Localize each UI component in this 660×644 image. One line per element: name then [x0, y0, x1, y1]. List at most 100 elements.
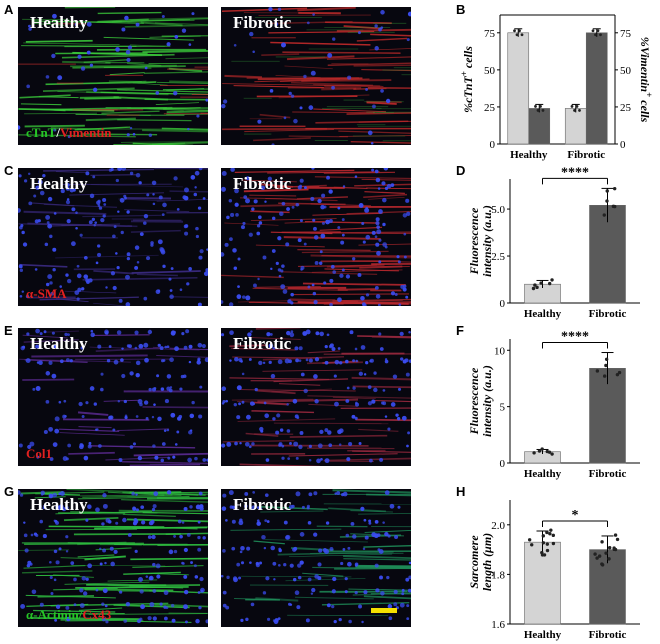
panel-letter-c: C	[4, 163, 14, 178]
x-tick-label: Fibrotic	[567, 149, 605, 161]
data-point	[515, 33, 519, 37]
data-point	[602, 213, 606, 217]
y-axis-label-line1: Sarcomere	[467, 535, 481, 589]
data-point	[596, 29, 600, 33]
data-point	[615, 372, 620, 377]
data-point	[615, 537, 620, 542]
bar	[507, 32, 530, 145]
y-tick-label: 75	[484, 28, 496, 40]
stain-label-c: α-SMA	[26, 286, 67, 301]
data-point	[536, 109, 540, 112]
data-point	[607, 546, 612, 550]
data-point	[595, 369, 600, 373]
y-axis-label-sup: +	[459, 71, 469, 76]
chart-d: 0 2.5 5.0 Healthy Fibrotic Fluorescence intens…	[467, 165, 640, 320]
panel-letter-g: G	[4, 484, 15, 499]
data-point	[575, 105, 579, 108]
data-point	[597, 554, 602, 558]
data-point	[537, 449, 542, 453]
y2-tick-label: 25	[620, 102, 632, 114]
micrograph-a-healthy: Healthy cTnT/Vimentin	[18, 7, 208, 145]
panel-letter-e: E	[4, 323, 13, 338]
data-point	[605, 189, 609, 193]
data-point	[518, 29, 521, 33]
micrograph-g-healthy: Healthy α-Actinin/Cx43	[18, 489, 208, 627]
y2-axis-label-text: %Vimentin	[638, 37, 652, 93]
data-point	[532, 451, 536, 455]
stain-part-slash: /	[78, 607, 83, 622]
data-point	[595, 556, 599, 560]
data-point	[613, 204, 617, 209]
micrograph-label-healthy: Healthy	[30, 334, 88, 353]
y-tick-label: 2.0	[491, 520, 505, 532]
micrograph-texture	[18, 328, 208, 466]
bar	[564, 108, 587, 145]
x-tick-label: Fibrotic	[589, 308, 627, 320]
micrograph-e-healthy: Healthy Col1	[18, 328, 208, 466]
data-point	[513, 29, 516, 33]
data-point	[550, 278, 554, 282]
data-point	[600, 540, 604, 544]
data-point	[578, 109, 581, 112]
micrograph-label-fibrotic: Fibrotic	[233, 495, 292, 514]
y-axis-label-line2: length (μm)	[480, 533, 494, 591]
data-point	[539, 281, 543, 285]
stain-part-vimentin: Vimentin	[59, 125, 112, 140]
micrograph-label-fibrotic: Fibrotic	[233, 174, 292, 193]
micrograph-texture	[18, 7, 208, 145]
micrograph-texture	[221, 328, 411, 466]
data-point	[540, 553, 545, 557]
data-point	[539, 105, 542, 108]
data-point	[551, 533, 556, 538]
y-tick-label: 1.8	[491, 569, 505, 581]
chart-h: 1.6 1.8 2.0 Healthy Fibrotic Sarcomere length …	[467, 500, 640, 641]
y2-tick-label: 75	[620, 28, 632, 40]
stain-part-slash: /	[56, 125, 60, 140]
data-point	[550, 452, 554, 456]
data-point	[602, 374, 607, 378]
x-tick-label: Healthy	[524, 629, 562, 641]
significance-label: ****	[561, 330, 589, 345]
stain-label-g: α-Actinin/Cx43	[26, 607, 111, 623]
micrograph-label-healthy: Healthy	[30, 13, 88, 32]
data-point	[612, 186, 617, 191]
y2-tick-label: 0	[620, 139, 626, 151]
bar	[585, 32, 608, 145]
scale-bar	[371, 608, 397, 613]
bar	[528, 108, 551, 145]
data-point	[549, 528, 553, 532]
data-point	[605, 199, 609, 203]
micrograph-texture	[221, 7, 411, 145]
data-point	[533, 283, 537, 287]
micrograph-label-healthy: Healthy	[30, 174, 88, 193]
micrograph-label-healthy: Healthy	[30, 495, 88, 514]
data-point	[520, 33, 524, 37]
data-point	[573, 109, 576, 112]
data-point	[594, 33, 597, 37]
significance-label: *	[572, 508, 579, 523]
stain-part-actinin: α-Actinin	[26, 607, 79, 622]
x-tick-label: Fibrotic	[589, 468, 627, 480]
data-point	[600, 563, 605, 567]
data-point	[617, 370, 622, 375]
y-axis-label-line2: intensity (a.u.)	[480, 365, 494, 437]
data-point	[531, 286, 536, 291]
data-point	[545, 530, 549, 535]
data-point	[593, 552, 597, 556]
panel-letter-f: F	[456, 323, 464, 338]
y-axis-label-line1: Fluorescence	[467, 207, 481, 275]
y2-axis-label-sup: +	[644, 92, 654, 97]
data-point	[613, 547, 618, 552]
data-point	[535, 285, 539, 290]
x-tick-label: Healthy	[524, 308, 562, 320]
panel-letter-h: H	[456, 484, 466, 499]
micrograph-c-healthy: Healthy α-SMA	[18, 168, 208, 306]
bar	[589, 368, 626, 464]
data-point	[604, 551, 608, 555]
data-point	[547, 281, 552, 286]
panel-letter-b: B	[456, 2, 466, 17]
micrograph-texture	[18, 489, 208, 627]
data-point	[541, 534, 546, 538]
x-tick-label: Fibrotic	[589, 629, 627, 641]
